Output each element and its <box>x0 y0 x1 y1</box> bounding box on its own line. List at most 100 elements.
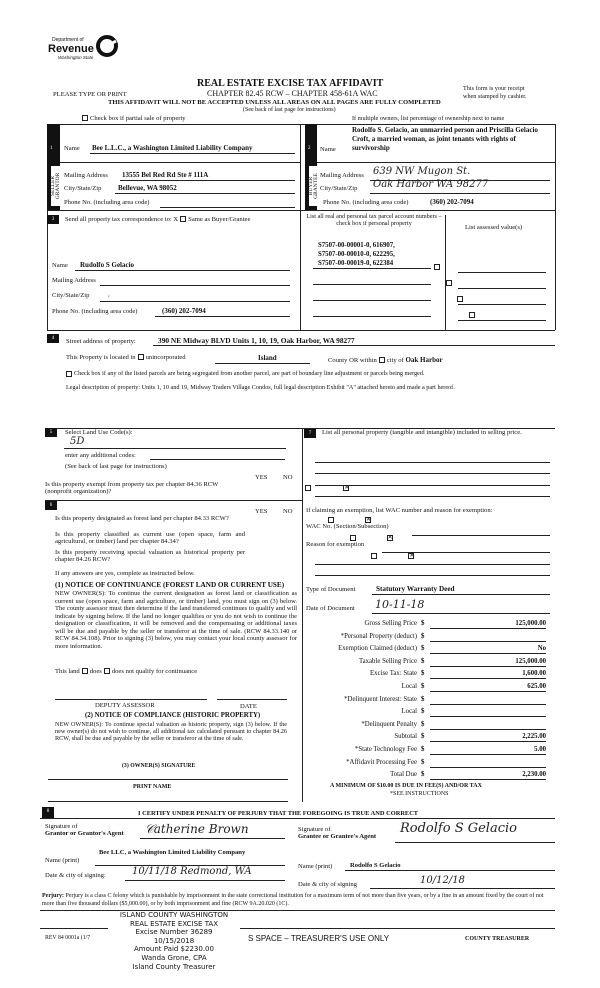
amount-field[interactable] <box>430 696 546 705</box>
amount-field[interactable]: 125,000.00 <box>430 620 546 629</box>
parcel-2[interactable]: S7507-00-00010-0, 622295, <box>318 251 395 258</box>
stamp-line: Wanda Grone, CPA <box>141 953 207 962</box>
does-not-checkbox[interactable] <box>103 668 110 675</box>
land-use-code[interactable]: 5D <box>70 436 85 447</box>
see-back: (See back of last page for instructions) <box>243 107 336 113</box>
grantee-date-field[interactable]: 10/12/18 <box>420 875 465 886</box>
assessed-value-field[interactable] <box>458 320 546 321</box>
parcel-1[interactable]: S7507-00-00001-0, 616907, <box>318 242 395 249</box>
exempt-yes-checkbox[interactable] <box>304 485 311 492</box>
s3-name-field[interactable]: Rudolfo S Gelacio <box>80 261 135 269</box>
stamp-excise-number: Excise Number 36289 <box>135 928 213 937</box>
amount-field[interactable]: 1,600.00 <box>430 670 546 680</box>
current-use-question: Is this property classified as current u… <box>55 531 245 546</box>
s3-mail-field[interactable] <box>100 285 290 286</box>
assessed-value-field[interactable] <box>458 272 546 273</box>
buyer-mail-field[interactable]: 639 NW Mugon St. <box>373 166 471 177</box>
personal-property-line[interactable] <box>315 473 550 474</box>
personal-property-checkbox[interactable] <box>457 296 464 303</box>
s3-phone-field[interactable]: (360) 202-7094 <box>162 307 206 315</box>
personal-property-line[interactable] <box>315 485 550 486</box>
s3-city-field[interactable]: , <box>108 291 110 298</box>
personal-property-checkbox[interactable] <box>445 280 452 287</box>
forest-yes-checkbox[interactable] <box>327 517 334 524</box>
owner-signature-line[interactable] <box>48 779 288 780</box>
segregated-checkbox[interactable] <box>66 370 72 377</box>
checkbox[interactable] <box>82 115 88 122</box>
reason-label: Reason for exemption <box>306 541 365 548</box>
amount-field[interactable]: 2,225.00 <box>430 733 546 743</box>
section-6-number: 6 <box>45 501 57 510</box>
seller-name-field[interactable]: Bee L.L.C., a Washington Limited Liabili… <box>92 144 253 152</box>
buyer-phone-field[interactable]: (360) 202-7094 <box>430 198 474 206</box>
amount-label: *State Technology Fee <box>354 746 417 753</box>
stamp-line: ISLAND COUNTY WASHINGTON <box>119 911 229 919</box>
personal-property-line[interactable] <box>315 462 550 463</box>
personal-property-checkbox[interactable] <box>468 312 475 319</box>
does-checkbox[interactable] <box>81 668 88 675</box>
amount-label: Gross Selling Price <box>364 620 417 627</box>
amount-label: Excise Tax: State <box>370 670 417 678</box>
personal-property-checkbox[interactable] <box>434 264 440 271</box>
does-not-label: does not qualify for continuance <box>111 668 198 675</box>
doc-date-field[interactable]: 10-11-18 <box>375 598 425 611</box>
amount-field[interactable] <box>430 759 546 768</box>
seller-city-field[interactable]: Bellevue, WA 98052 <box>118 184 177 192</box>
certify: I CERTIFY UNDER PENALTY OF PERJURY THAT … <box>138 810 419 817</box>
grantor-date-field[interactable]: 10/11/18 Redmond, WA <box>132 866 252 877</box>
same-as-buyer-checkbox[interactable] <box>180 216 187 223</box>
seller-mail-field[interactable]: 13555 Bel Red Rd Ste # 111A <box>122 171 209 179</box>
forest-no-checkbox[interactable] <box>364 516 371 524</box>
current-use-no-checkbox[interactable] <box>386 534 393 542</box>
partial-sale-label: Check box if partial sale of property <box>90 115 186 122</box>
unincorporated-checkbox[interactable] <box>137 354 144 361</box>
additional-codes-field[interactable] <box>150 459 285 460</box>
amount-field[interactable]: 125,000.00 <box>430 658 546 667</box>
amount-field[interactable]: 5.00 <box>430 746 546 755</box>
city-field: Oak Harbor <box>405 356 443 364</box>
segregated-label: Check box if any of the listed parcels a… <box>74 370 425 377</box>
buyer-city-label: City/State/Zip <box>320 185 358 192</box>
assessed-value-field[interactable] <box>458 288 546 289</box>
if-yes: If any answers are yes, complete as inst… <box>55 570 195 577</box>
dollar-sign: $ <box>421 645 425 653</box>
seller-phone-label: Phone No. (including area code) <box>64 199 150 206</box>
s3-name-label: Name <box>52 262 68 269</box>
reason-field[interactable] <box>382 552 550 553</box>
parcel-3[interactable]: S7507-00-00019-0, 622384 <box>318 260 394 267</box>
amount-field[interactable]: 2,230.00 <box>430 771 546 781</box>
city-checkbox[interactable] <box>378 357 385 364</box>
historic-yes-checkbox[interactable] <box>371 553 378 560</box>
buyer-name-label: Name <box>320 146 336 153</box>
grantor-signature[interactable]: 𝒞𝑎𝑡ℎ𝑒𝑟𝑖𝑛𝑒 𝐵𝑟𝑜𝑤𝑛 <box>145 822 249 836</box>
buyer-name-field[interactable]: Rodolfo S. Gelacio, an unmarried person … <box>352 126 538 152</box>
historic-no-checkbox[interactable] <box>408 552 414 560</box>
buyer-phone-label: Phone No. (including area code) <box>323 199 409 206</box>
grantee-signature[interactable]: 𝑅𝑜𝑑𝑜𝑙𝑓𝑜 𝑆 𝐺𝑒𝑙𝑎𝑐𝑖𝑜 <box>400 821 517 836</box>
grantee-name-field[interactable]: Rodolfo S Gelacio <box>350 862 401 869</box>
amount-field[interactable]: No <box>430 645 546 655</box>
grantor-sig-label: Signature of Grantor or Grantor's Agent <box>45 823 124 838</box>
personal-property-line[interactable] <box>315 496 550 497</box>
amount-field[interactable] <box>430 721 546 730</box>
please-type: PLEASE TYPE OR PRINT <box>53 91 127 98</box>
send-correspondence: Send all property tax correspondence to:… <box>65 216 250 223</box>
seller-phone-field[interactable] <box>160 207 295 208</box>
current-use-yes-checkbox[interactable] <box>349 535 356 542</box>
wac-field[interactable] <box>412 535 550 536</box>
amount-field[interactable]: 625.00 <box>430 683 546 692</box>
form-title: REAL ESTATE EXCISE TAX AFFIDAVIT <box>197 78 384 89</box>
buyer-city-field[interactable]: Oak Harbor WA 98277 <box>373 179 489 190</box>
exempt-no-checkbox[interactable] <box>343 484 349 492</box>
doc-type-field[interactable]: Statutory Warranty Deed <box>376 585 455 593</box>
continuance-row: This land does does not qualify for contin… <box>55 668 197 675</box>
amount-field[interactable] <box>430 633 546 642</box>
amount-field[interactable] <box>430 708 546 718</box>
yes-header-6: YES <box>255 508 268 515</box>
street-field[interactable]: 390 NE Midway BLVD Units 1, 10, 19, Oak … <box>158 336 355 345</box>
assessed-value-field[interactable] <box>458 304 546 305</box>
county-field[interactable]: Island <box>258 354 277 362</box>
no-header: NO <box>283 474 293 481</box>
grantor-name-field[interactable]: Bee LLC, a Washington Limited Liability … <box>99 849 246 856</box>
partial-sale-checkbox[interactable]: Check box if partial sale of property <box>80 115 186 122</box>
